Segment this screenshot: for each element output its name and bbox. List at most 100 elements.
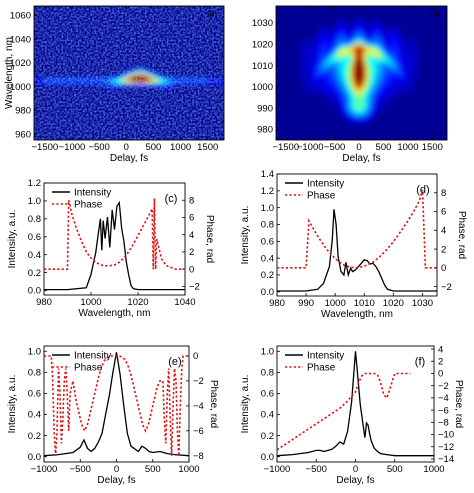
heatmap-cell (346, 67, 350, 71)
heatmap-cell (332, 81, 336, 85)
heatmap-cell (324, 83, 328, 87)
y-tick-label: 1020 (252, 39, 273, 50)
y2-tick-label: 0 (189, 264, 194, 275)
heatmap-cell (337, 19, 341, 23)
heatmap-cell (400, 83, 404, 87)
heatmap-cell (366, 91, 370, 96)
heatmap-cell (315, 54, 319, 58)
heatmap-cell (398, 48, 402, 53)
x-tick-label: 1010 (354, 298, 375, 309)
y-tick-label: 0.0 (261, 452, 274, 463)
heatmap-cell (376, 91, 380, 96)
heatmap-cell (373, 102, 377, 106)
heatmap-cell (361, 43, 365, 47)
heatmap-cell (373, 22, 377, 26)
heatmap-cell (341, 27, 345, 31)
heatmap-cell (302, 64, 306, 69)
heatmap-cell (395, 46, 399, 50)
heatmap-cell (339, 40, 343, 45)
heatmap-cell (356, 62, 360, 66)
heatmap-cell (297, 48, 302, 53)
y2-tick-label: 8 (441, 188, 446, 199)
heatmap-cell (339, 107, 343, 112)
heatmap-cell (322, 24, 326, 29)
heatmap-cell (312, 62, 316, 66)
heatmap-cell (388, 35, 392, 39)
heatmap-cell (329, 86, 333, 90)
heatmap-cell (388, 75, 392, 79)
heatmap-cell (373, 99, 377, 104)
heatmap-cell (305, 43, 309, 47)
heatmap-cell (300, 40, 304, 45)
heatmap-cell (317, 94, 321, 98)
heatmap-cell (305, 81, 309, 85)
heatmap-cell (341, 81, 345, 85)
heatmap-cell (363, 40, 367, 45)
heatmap-cell (368, 105, 372, 109)
heatmap-cell (337, 59, 341, 63)
heatmap-cell (324, 64, 328, 69)
heatmap-cell (398, 78, 402, 82)
heatmap-cell (403, 73, 407, 77)
heatmap-cell (356, 67, 360, 71)
panels-layer: −1500 −1000 −500 0 500 1000 150096098010001020… (4, 5, 467, 486)
heatmap-cell (373, 75, 377, 79)
heatmap-cell (390, 40, 394, 45)
y-tick-label: 0.4 (28, 250, 41, 261)
heatmap-cell (344, 59, 348, 63)
heatmap-cell (385, 99, 389, 104)
panel-label: (d) (416, 184, 429, 196)
heatmap-cell (327, 73, 331, 77)
heatmap-cell (344, 115, 348, 120)
heatmap-cell (322, 35, 326, 39)
heatmap-cell (351, 30, 355, 34)
heatmap-cell (351, 81, 355, 85)
heatmap-cell (359, 78, 363, 82)
plot-frame (275, 5, 448, 141)
heatmap-cell (373, 86, 377, 90)
heatmap-cell (327, 94, 331, 98)
heatmap-cell (393, 64, 397, 69)
heatmap-cell (390, 46, 394, 50)
heatmap-cell (310, 86, 314, 90)
heatmap-cell (346, 83, 350, 87)
heatmap-cell (346, 40, 350, 45)
heatmap-cell (393, 94, 397, 98)
panel-label: (f) (415, 356, 425, 368)
y-tick-label: 1040 (10, 34, 31, 45)
heatmap-cell (327, 30, 331, 34)
heatmap-cell (363, 78, 367, 82)
heatmap-cell (349, 94, 353, 98)
heatmap-cell (393, 32, 397, 37)
heatmap-cell (317, 67, 321, 71)
heatmap-cell (329, 89, 333, 93)
heatmap-cell (356, 89, 360, 93)
heatmap-cell (351, 64, 355, 69)
heatmap-cell (302, 89, 306, 93)
plot-frame (33, 5, 225, 141)
heatmap-cell (410, 64, 414, 69)
series-intensity (277, 209, 437, 292)
heatmap-cell (390, 70, 394, 74)
heatmap-cell (400, 75, 404, 79)
heatmap-cell (307, 64, 311, 69)
heatmap-cell (339, 48, 343, 53)
heatmap-cell (351, 38, 355, 42)
heatmap-cell (315, 62, 319, 66)
heatmap-cell (351, 59, 355, 63)
y2-tick-label: 6 (441, 207, 446, 218)
heatmap-cell (390, 24, 394, 29)
heatmap-cell (334, 56, 338, 61)
heatmap-cell (349, 70, 353, 74)
heatmap-cell (322, 97, 326, 101)
heatmap-cell (403, 89, 407, 93)
heatmap-cell (334, 78, 338, 82)
heatmap-cell (385, 48, 389, 53)
heatmap-cell (376, 27, 380, 31)
heatmap-cell (393, 73, 397, 77)
heatmap-cell (378, 78, 382, 82)
heatmap-cell (363, 46, 367, 50)
heatmap-cell (366, 107, 370, 112)
heatmap-cell (300, 78, 304, 82)
heatmap-cell (405, 59, 409, 63)
